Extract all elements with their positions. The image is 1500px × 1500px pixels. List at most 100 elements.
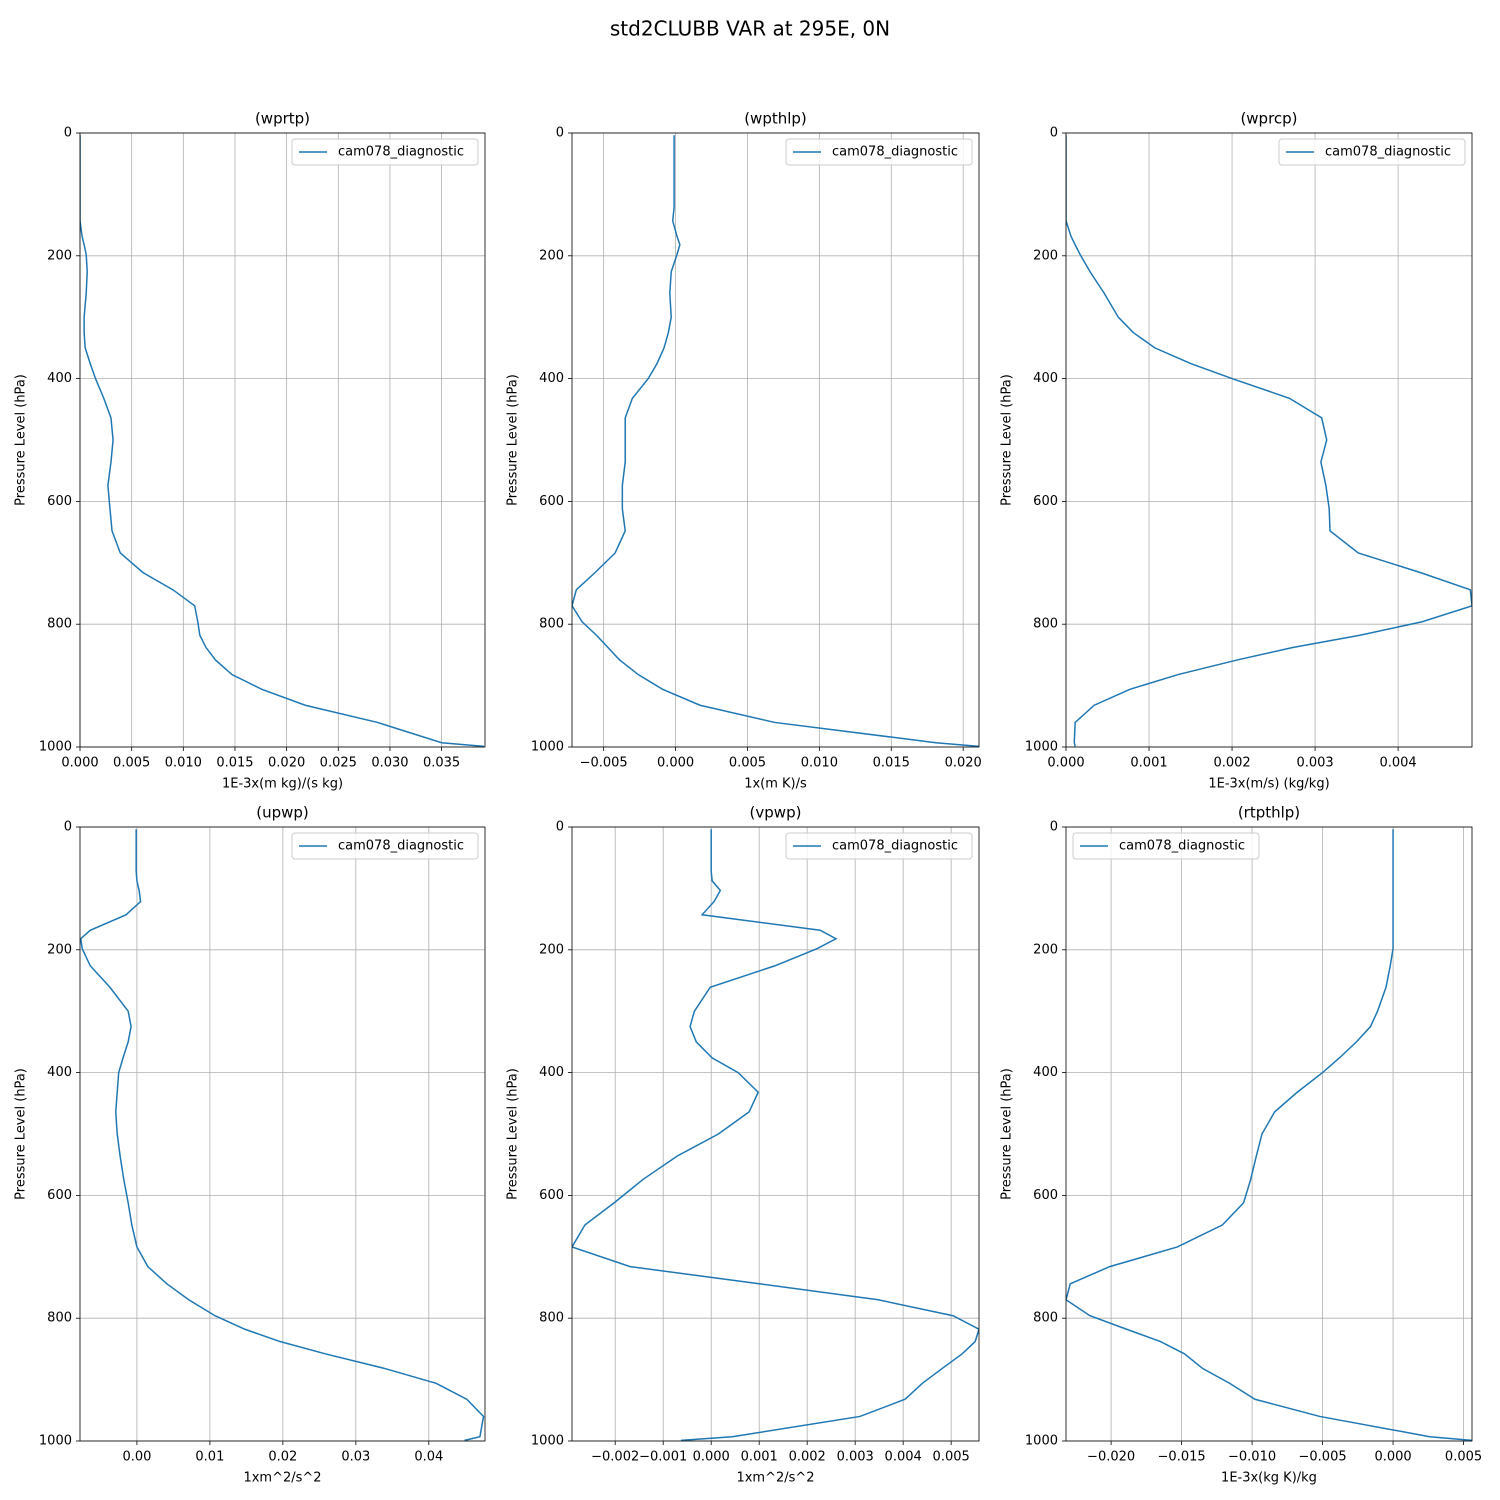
- x-tick-label: 0.001: [741, 1450, 778, 1465]
- x-tick-label: 0.004: [885, 1450, 922, 1465]
- x-tick-label: 0.005: [1445, 1450, 1482, 1465]
- y-tick-label: 400: [47, 371, 72, 386]
- x-tick-label: 0.004: [1379, 756, 1416, 771]
- legend-label: cam078_diagnostic: [1325, 145, 1451, 160]
- y-tick-label: 800: [1033, 1311, 1058, 1326]
- y-axis-label: Pressure Level (hPa): [1000, 1068, 1015, 1200]
- y-tick-label: 1000: [39, 740, 72, 755]
- y-tick-label: 0: [1050, 820, 1058, 835]
- y-tick-label: 400: [1033, 371, 1058, 386]
- x-tick-label: 0.002: [789, 1450, 826, 1465]
- x-tick-label: 0.003: [1296, 756, 1333, 771]
- subplot: 0.000 0.001 0.002 0.003 0.004 0 200 400 600 800 10…: [1000, 110, 1473, 792]
- x-tick-label: 0.02: [268, 1450, 297, 1465]
- subplot: −0.020 −0.015 −0.010 −0.005 0.000 0.005 0 200 40…: [1000, 804, 1483, 1486]
- x-tick-label: 0.04: [414, 1450, 443, 1465]
- y-tick-label: 800: [539, 1311, 564, 1326]
- legend-label: cam078_diagnostic: [338, 839, 464, 854]
- legend: cam078_diagnostic: [785, 832, 973, 860]
- y-tick-label: 400: [539, 1065, 564, 1080]
- y-tick-label: 400: [47, 1065, 72, 1080]
- x-tick-label: 0.005: [729, 756, 766, 771]
- y-axis-label: Pressure Level (hPa): [1000, 374, 1015, 506]
- x-axis-label: 1xm^2/s^2: [243, 1471, 321, 1486]
- axes-frame: [1065, 826, 1473, 1442]
- legend: cam078_diagnostic: [1278, 138, 1466, 166]
- subplot: −0.005 0.000 0.005 0.010 0.015 0.020 0 200 400 60…: [506, 110, 982, 792]
- legend-label: cam078_diagnostic: [1119, 839, 1245, 854]
- y-axis-label: Pressure Level (hPa): [506, 1068, 521, 1200]
- x-tick-label: −0.005: [580, 756, 628, 771]
- axes-frame: [571, 132, 980, 748]
- y-tick-label: 800: [47, 617, 72, 632]
- legend-box: [1278, 138, 1466, 166]
- y-tick-label: 600: [47, 1188, 72, 1203]
- data-line: [1066, 829, 1472, 1441]
- legend-box: [1072, 832, 1260, 860]
- y-tick-label: 600: [539, 494, 564, 509]
- data-line: [80, 135, 485, 747]
- y-tick-label: 0: [64, 126, 72, 141]
- x-axis-label: 1E-3x(kg K)/kg: [1221, 1471, 1317, 1486]
- x-tick-label: 0.020: [945, 756, 982, 771]
- x-tick-label: 0.03: [341, 1450, 370, 1465]
- x-tick-label: 0.015: [873, 756, 910, 771]
- x-tick-label: −0.015: [1158, 1450, 1206, 1465]
- data-line: [572, 829, 979, 1441]
- legend-label: cam078_diagnostic: [832, 839, 958, 854]
- legend-label: cam078_diagnostic: [338, 145, 464, 160]
- legend: cam078_diagnostic: [785, 138, 973, 166]
- subplot-title: (rtpthlp): [1238, 804, 1300, 822]
- subplot: −0.002 −0.001 0.000 0.001 0.002 0.003 0.004 0.0…: [506, 804, 980, 1486]
- x-tick-label: −0.005: [1299, 1450, 1347, 1465]
- x-tick-label: 0.000: [693, 1450, 730, 1465]
- figure-title: std2CLUBB VAR at 295E, 0N: [610, 17, 890, 41]
- legend-box: [785, 832, 973, 860]
- y-tick-label: 200: [1033, 248, 1058, 263]
- legend-box: [291, 832, 479, 860]
- x-tick-label: 0.005: [933, 1450, 970, 1465]
- legend-box: [291, 138, 479, 166]
- y-tick-label: 600: [539, 1188, 564, 1203]
- x-axis-label: 1E-3x(m/s) (kg/kg): [1208, 777, 1329, 792]
- legend: cam078_diagnostic: [291, 832, 479, 860]
- x-axis-label: 1xm^2/s^2: [736, 1471, 814, 1486]
- data-line: [572, 135, 979, 747]
- legend-label: cam078_diagnostic: [832, 145, 958, 160]
- y-tick-label: 800: [539, 617, 564, 632]
- x-tick-label: 0.000: [61, 756, 98, 771]
- x-tick-label: 0.010: [165, 756, 202, 771]
- x-tick-label: 0.030: [371, 756, 408, 771]
- y-tick-label: 600: [47, 494, 72, 509]
- y-tick-label: 200: [47, 248, 72, 263]
- y-tick-label: 0: [556, 126, 564, 141]
- y-tick-label: 1000: [1025, 740, 1058, 755]
- subplot-title: (upwp): [256, 804, 309, 822]
- y-axis-label: Pressure Level (hPa): [506, 374, 521, 506]
- x-tick-label: 0.025: [320, 756, 357, 771]
- y-tick-label: 200: [1033, 942, 1058, 957]
- x-tick-label: 0.000: [1374, 1450, 1411, 1465]
- x-tick-label: −0.020: [1087, 1450, 1135, 1465]
- y-tick-label: 200: [539, 942, 564, 957]
- x-tick-label: 0.005: [113, 756, 150, 771]
- subplot-title: (vpwp): [750, 804, 802, 822]
- subplot-title: (wprtp): [255, 110, 310, 128]
- subplot: 0.000 0.005 0.010 0.015 0.020 0.025 0.030 0.035…: [14, 110, 486, 792]
- subplot-title: (wprcp): [1240, 110, 1297, 128]
- subplot: 0.00 0.01 0.02 0.03 0.04 0 200 400 600 800 1000 (up…: [14, 804, 486, 1486]
- y-tick-label: 200: [539, 248, 564, 263]
- x-tick-label: 0.00: [122, 1450, 151, 1465]
- x-tick-label: 0.010: [801, 756, 838, 771]
- x-tick-label: 0.000: [657, 756, 694, 771]
- x-tick-label: 0.01: [195, 1450, 224, 1465]
- y-tick-label: 1000: [531, 740, 564, 755]
- y-tick-label: 0: [556, 820, 564, 835]
- x-tick-label: −0.001: [639, 1450, 687, 1465]
- axes-frame: [571, 826, 980, 1442]
- axes-frame: [79, 826, 486, 1442]
- y-tick-label: 1000: [531, 1434, 564, 1449]
- y-tick-label: 200: [47, 942, 72, 957]
- y-tick-label: 1000: [1025, 1434, 1058, 1449]
